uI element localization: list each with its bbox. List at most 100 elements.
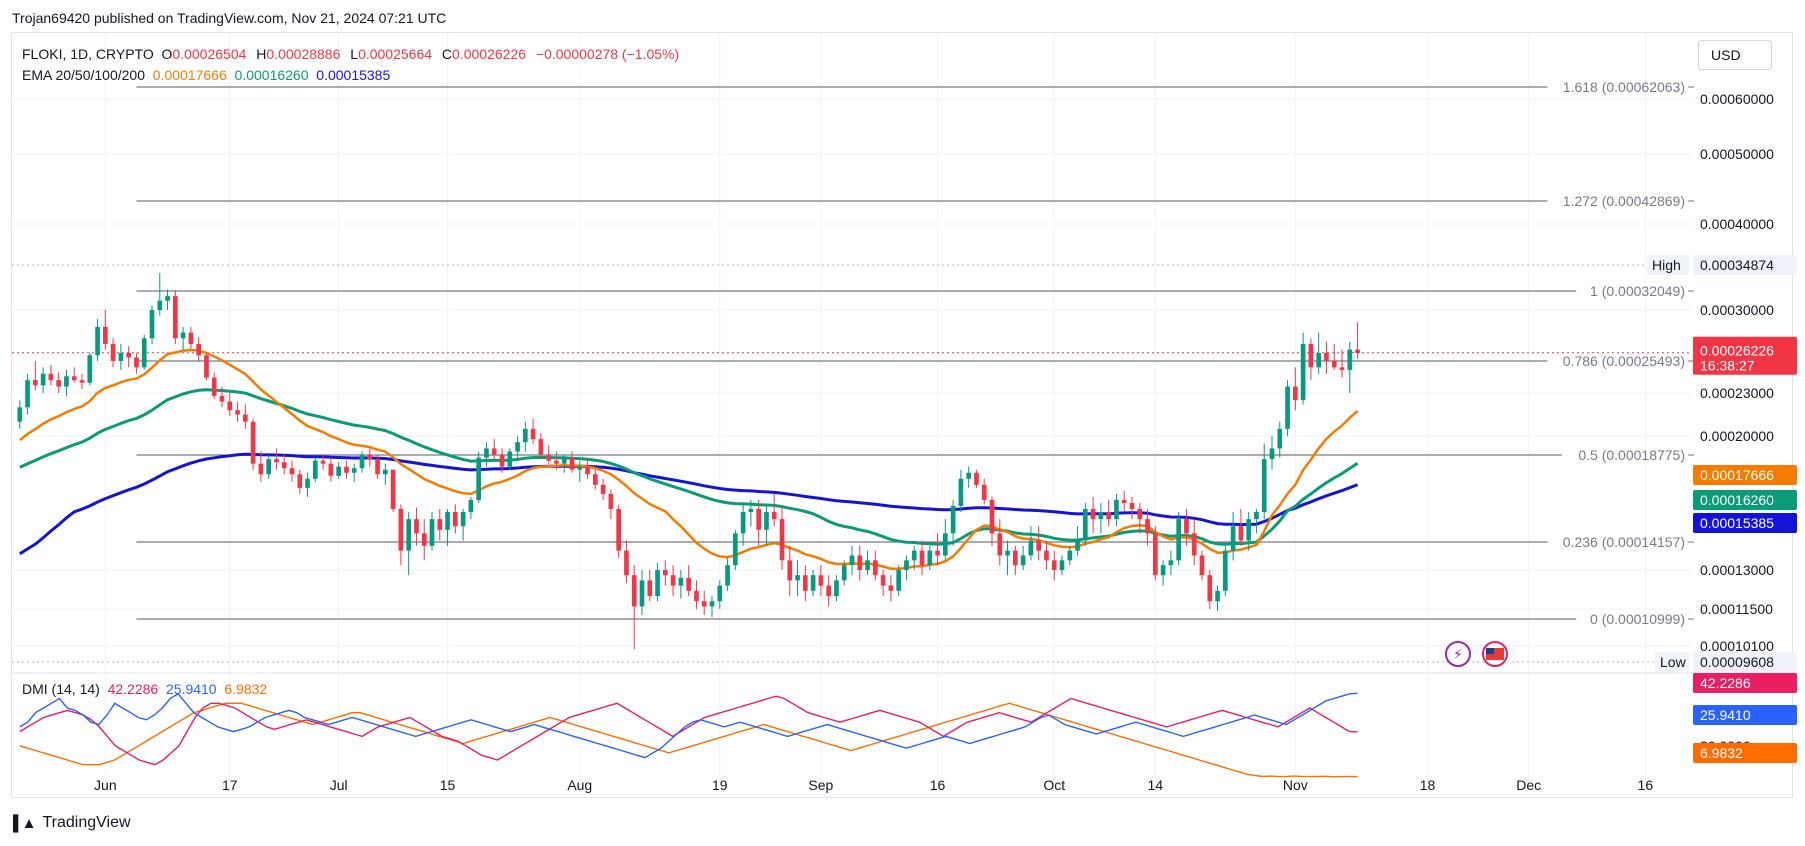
candle-body [608,493,614,509]
candle-body [639,580,645,607]
candle-body [717,585,723,602]
candle-body [406,519,411,551]
candle-body [631,575,637,607]
fib-level-label: 1.618 (0.00062063) [1563,79,1685,95]
event-icons: ⚡ [1445,641,1508,667]
candle-body [888,585,894,591]
candle-body [1339,367,1345,370]
candle-body [1083,508,1088,541]
ema100-badge-bg [1693,513,1797,533]
candle-body [491,448,497,455]
flash-event-icon[interactable] [1445,641,1471,667]
dmi-label[interactable]: DMI (14, 14) [22,681,100,697]
candle-body [196,343,201,356]
fib-level-label: 0.236 (0.00014157) [1563,534,1685,550]
time-tick-label: 17 [222,777,238,793]
candle-body [943,533,948,556]
candle-body [1005,550,1010,556]
candle-body [1331,360,1337,368]
candle-body [1230,526,1236,551]
time-tick-label: 18 [1420,777,1436,793]
low-label: L [350,46,359,62]
change-value: −0.00000278 (−1.05%) [535,46,680,62]
candle-body [1293,386,1298,401]
ema50-badge-bg [1693,490,1797,510]
candle-body [616,508,621,551]
low-value: 0.00025664 [358,46,433,62]
candle-body [103,326,108,344]
candle-body [896,570,901,591]
candle-body [274,459,279,463]
candle-body [787,560,793,581]
candle-body [1199,555,1205,576]
ema50-badge: 0.00016260 [1700,492,1774,508]
ema20-value: 0.00017666 [152,67,227,83]
dmi-minus-badge-bg [1693,705,1797,725]
candle-body [966,472,971,479]
candle-body [359,454,365,469]
last-price-badge: 0.00026226 [1700,343,1774,359]
candle-body [958,478,964,506]
candle-body [1184,519,1189,534]
candle-body [1308,343,1314,368]
candle-body [624,550,629,576]
candle-body [71,376,77,381]
ema-row: EMA 20/50/100/200 0.00017666 0.00016260 … [22,65,679,86]
fib-level-label: 0.786 (0.00025493) [1563,353,1685,369]
candle-body [1153,533,1158,576]
candle-body [1067,550,1073,561]
price-tick-label: 0.00013000 [1700,562,1774,578]
candle-body [87,355,93,383]
fib-level-label: 0.5 (0.00018775) [1578,447,1685,463]
fibonacci-levels: 1.618 (0.00062063) 1.272 (0.00042869) 1 (0… [136,79,1694,627]
candle-body [219,395,225,402]
tradingview-logo[interactable]: ▌▲ TradingView [13,814,131,832]
time-tick-label: 19 [712,777,728,793]
high-price-badge: 0.00034874 [1700,257,1774,273]
candle-body [1261,459,1267,512]
candle-body [530,428,536,440]
candle-body [1238,526,1244,541]
candle-body [795,575,800,581]
dmi-plus-line [19,692,1358,759]
candle-body [460,512,466,527]
candle-body [857,555,863,570]
candle-body [398,508,404,551]
low-label: Low [1660,654,1687,670]
candle-body [1075,540,1080,551]
price-tick-label: 0.00040000 [1700,216,1774,232]
candle-body [810,575,816,591]
ema-label[interactable]: EMA 20/50/100/200 [22,67,145,83]
grid [12,33,1792,786]
chart-frame [11,32,1793,798]
candle-body [569,457,575,470]
symbol-label[interactable]: FLOKI, 1D, CRYPTO [22,46,154,62]
candle-body [834,580,839,596]
fib-level-label: 0 (0.00010999) [1590,611,1685,627]
candle-body [79,380,85,383]
candle-body [1168,560,1174,566]
candle-body [258,463,264,475]
candle-body [297,474,303,488]
candle-body [48,373,54,381]
candle-body [865,560,870,570]
price-tick-label: 0.00060000 [1700,91,1774,107]
candle-body [453,512,458,527]
currency-button[interactable]: USD [1698,40,1772,70]
candle-body [126,352,131,358]
candle-body [1176,519,1181,561]
time-axis: Jun 17 Jul 15 Aug 19 Sep 16 Oct 14 Nov 18 Dec 16 [94,777,1653,793]
fib-level-label: 1.272 (0.00042869) [1563,193,1685,209]
candle-body [367,454,373,460]
candle-body [1207,575,1213,602]
candle-body [281,462,287,469]
candle-body [1020,555,1026,566]
candle-body [1324,352,1329,361]
candle-body [1137,508,1143,520]
high-label-bg [1647,255,1689,275]
brand-label: TradingView [42,814,131,831]
high-label: H [256,46,267,62]
dmi-minus-value: 25.9410 [165,681,217,697]
candle-body [1285,386,1290,429]
